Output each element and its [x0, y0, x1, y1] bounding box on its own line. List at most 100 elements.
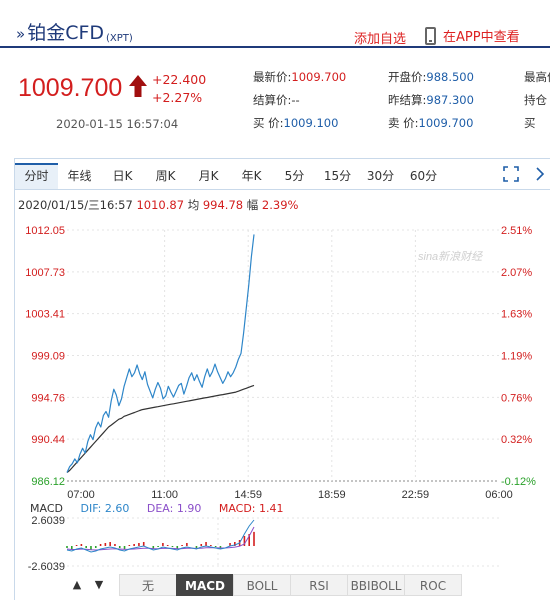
tab-period-0[interactable]: 分时 [15, 163, 58, 189]
change-amount: +22.400 [152, 72, 207, 87]
quote-key: 卖 价: [388, 116, 419, 130]
macd-dea-value: DEA: 1.90 [146, 502, 202, 515]
info-avg: 994.78 [202, 198, 244, 212]
average-price-line [66, 384, 255, 473]
y-tick-right: 2.51% [501, 225, 532, 237]
y-tick-right: -0.12% [501, 476, 536, 488]
quote-column-2: 开盘价:988.500 昨结算:987.300 卖 价:1009.700 [388, 66, 474, 135]
indicator-tab-0[interactable]: 无 [119, 574, 177, 596]
quote-col2-row: 开盘价:988.500 [388, 66, 474, 89]
y-tick-right: 2.07% [501, 267, 532, 279]
quote-key: 结算价: [253, 93, 292, 107]
add-to-watchlist-link[interactable]: 添加自选 [354, 32, 407, 47]
arrow-up-icon [129, 75, 147, 97]
x-tick-label: 11:00 [151, 489, 178, 501]
quote-value: 988.500 [426, 70, 474, 84]
y-tick-left: 1007.73 [25, 267, 65, 279]
tab-period-3[interactable]: 周K [155, 169, 176, 183]
quote-key: 最新价: [253, 70, 292, 84]
quote-key: 昨结算: [388, 93, 427, 107]
x-tick-label: 07:00 [67, 489, 95, 501]
macd-y-bottom: -2.6039 [28, 561, 65, 573]
indicator-down-button[interactable]: ▼ [94, 578, 104, 591]
y-tick-left: 994.76 [31, 392, 65, 404]
quote-col3-row: 持仓 [524, 89, 550, 112]
x-tick-label: 14:59 [234, 489, 262, 501]
macd-dif-line [66, 519, 255, 553]
quote-col1-row: 买 价:1009.100 [253, 112, 346, 135]
phone-icon [425, 26, 436, 45]
indicator-bar: ▲ ▼ 无 MACD BOLL RSI BBIBOLL ROC [66, 574, 462, 596]
quote-col3-row: 最高价 [524, 66, 550, 89]
quote-col3-row: 买 [524, 112, 550, 135]
indicator-up-button[interactable]: ▲ [72, 578, 82, 591]
macd-dif-value: DIF: 2.60 [80, 502, 130, 515]
tab-period-2[interactable]: 日K [112, 169, 133, 183]
info-amp: 2.39% [261, 198, 299, 212]
x-tick-label: 22:59 [402, 489, 430, 501]
quote-datetime: 2020-01-15 16:57:04 [56, 117, 179, 131]
tab-period-6[interactable]: 5分 [284, 169, 305, 183]
tabs-divider [15, 189, 550, 190]
tab-period-1[interactable]: 年线 [67, 169, 92, 183]
indicator-tab-4[interactable]: BBIBOLL [347, 574, 405, 596]
tab-period-9[interactable]: 60分 [409, 169, 438, 183]
indicator-tab-3[interactable]: RSI [290, 574, 348, 596]
y-tick-left: 986.12 [31, 476, 65, 488]
y-tick-left: 1012.05 [25, 225, 65, 237]
tab-period-8[interactable]: 30分 [366, 169, 395, 183]
quote-column-3: 最高价持仓买 [524, 66, 550, 135]
instrument-ticker: (XPT) [106, 33, 133, 44]
current-price: 1009.700 [18, 74, 123, 102]
quote-column-1: 最新价:1009.700 结算价:-- 买 价:1009.100 [253, 66, 346, 135]
macd-legend: MACD DIF: 2.60 DEA: 1.90 MACD: 1.41 [30, 502, 298, 515]
open-in-app-link[interactable]: 在APP中查看 [425, 26, 520, 45]
macd-title: MACD [30, 502, 63, 515]
y-tick-right: 1.63% [501, 309, 532, 321]
tab-period-4[interactable]: 月K [198, 169, 219, 183]
quote-key: 买 [524, 116, 536, 130]
instrument-title: » 铂金CFD (XPT) [16, 18, 133, 45]
indicator-tabs: 无 MACD BOLL RSI BBIBOLL ROC [119, 574, 462, 596]
quote-col1-row: 最新价:1009.700 [253, 66, 346, 89]
instrument-name: 铂金CFD [27, 22, 105, 44]
tab-period-7[interactable]: 15分 [323, 169, 352, 183]
quote-key: 买 价: [253, 116, 284, 130]
change-percent: +2.27% [152, 90, 203, 105]
page-header: » 铂金CFD (XPT) 添加自选 在APP中查看 [0, 0, 550, 48]
tab-period-5[interactable]: 年K [241, 169, 262, 183]
x-tick-label: 06:00 [485, 489, 513, 501]
open-in-app-label: 在APP中查看 [443, 30, 520, 45]
indicator-tab-2[interactable]: BOLL [233, 574, 291, 596]
y-tick-left: 990.44 [31, 434, 65, 446]
quote-key: 最高价 [524, 70, 550, 84]
quote-key: 开盘价: [388, 70, 427, 84]
y-tick-right: 1.19% [501, 351, 532, 363]
y-tick-left: 999.09 [31, 351, 65, 363]
info-time: 2020/01/15/三16:57 [18, 198, 133, 212]
macd-value: MACD: 1.41 [218, 502, 284, 515]
quote-value: 1009.700 [418, 116, 474, 130]
fullscreen-icon[interactable] [503, 166, 519, 182]
chart-panel [14, 158, 550, 600]
indicator-tab-5[interactable]: ROC [404, 574, 462, 596]
x-tick-label: 18:59 [318, 489, 346, 501]
watermark-logo: sina新浪财经 [418, 250, 483, 263]
y-tick-right: 0.76% [501, 392, 532, 404]
price-change: +22.400 +2.27% [152, 71, 206, 107]
quote-col2-row: 卖 价:1009.700 [388, 112, 474, 135]
crosshair-info: 2020/01/15/三16:57 1010.87 均 994.78 幅 2.3… [18, 197, 298, 213]
period-tabs: 分时 年线 日K 周K 月K 年K 5分 15分 30分 60分 [15, 163, 445, 189]
chevron-right-icon[interactable] [534, 167, 546, 181]
indicator-tab-1[interactable]: MACD [176, 574, 234, 596]
quote-value: -- [291, 93, 300, 107]
quote-value: 987.300 [426, 93, 474, 107]
quote-col2-row: 昨结算:987.300 [388, 89, 474, 112]
macd-y-top: 2.6039 [31, 515, 65, 527]
info-avg-label: 均 [187, 198, 200, 212]
quote-value: 1009.700 [291, 70, 347, 84]
double-chevron-icon: » [16, 25, 26, 43]
quote-key: 持仓 [524, 93, 547, 107]
quote-col1-row: 结算价:-- [253, 89, 346, 112]
